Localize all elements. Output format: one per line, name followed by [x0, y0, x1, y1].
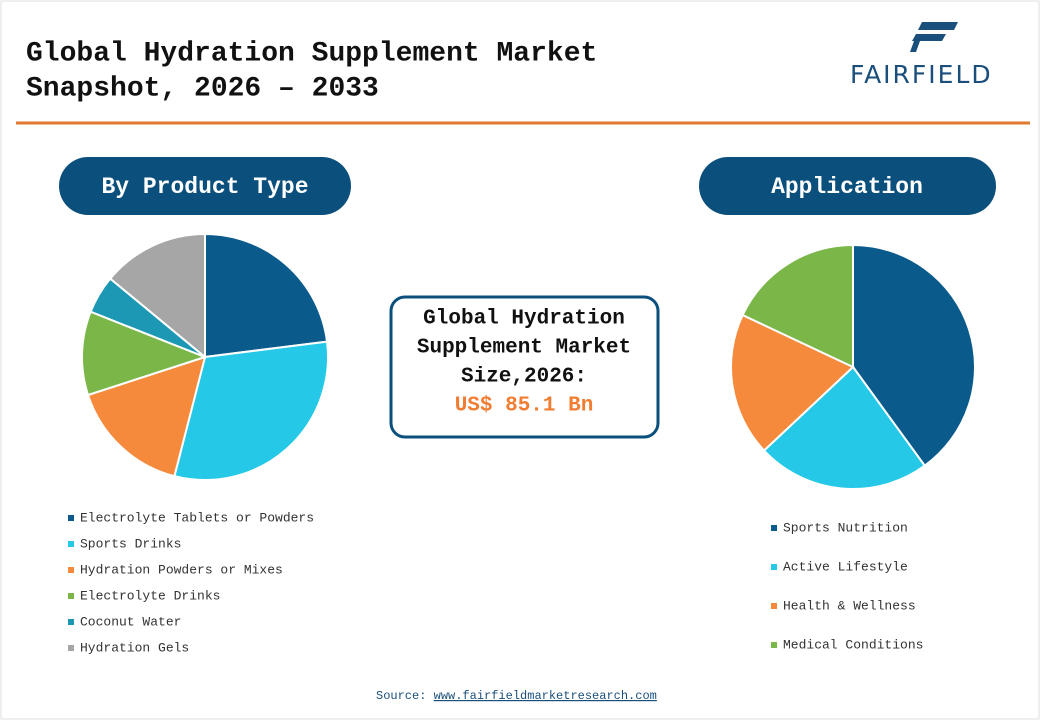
- legend-label: Health & Wellness: [783, 598, 916, 613]
- pie-slice: [730, 313, 855, 452]
- logo-icon: [910, 41, 920, 52]
- pie-slice: [741, 243, 854, 369]
- pill: [699, 157, 996, 215]
- legend-marker: [68, 515, 74, 521]
- legend-label: Electrolyte Drinks: [80, 588, 220, 603]
- legend-label: Hydration Powders or Mixes: [80, 562, 283, 577]
- source-label: Source:: [376, 689, 426, 703]
- summary-value: US$ 85.1 Bn: [455, 395, 594, 418]
- pill-label: Application: [771, 174, 923, 200]
- legend-marker: [771, 525, 777, 531]
- logo-text: FAIRFIELD: [850, 60, 993, 89]
- legend-label: Hydration Gels: [80, 640, 189, 655]
- legend-label: Electrolyte Tablets or Powders: [80, 510, 314, 525]
- legend-label: Sports Drinks: [80, 536, 181, 551]
- legend-marker: [68, 619, 74, 625]
- legend-marker: [771, 564, 777, 570]
- pie-slice: [86, 355, 207, 478]
- summary-line: Supplement Market: [417, 337, 631, 360]
- legend-marker: [68, 645, 74, 651]
- legend-marker: [68, 567, 74, 573]
- pie-slice: [852, 243, 976, 468]
- legend-marker: [771, 642, 777, 648]
- legend-label: Sports Nutrition: [783, 520, 908, 535]
- summary-box: [389, 295, 660, 439]
- legend-label: Coconut Water: [80, 614, 181, 629]
- title-line: Global Hydration Supplement Market: [26, 38, 597, 69]
- pill-label: By Product Type: [101, 174, 308, 200]
- pie-slice: [204, 232, 329, 359]
- logo-icon: [918, 22, 958, 30]
- legend-marker: [771, 603, 777, 609]
- source-link[interactable]: www.fairfieldmarketresearch.com: [434, 689, 657, 703]
- legend-label: Active Lifestyle: [783, 559, 908, 574]
- pie-slice: [762, 365, 927, 490]
- pill: [59, 157, 351, 215]
- logo-icon: [912, 34, 946, 41]
- summary-line: Global Hydration: [423, 308, 625, 331]
- summary-line: Size,2026:: [461, 366, 587, 389]
- pie-slice: [173, 340, 329, 481]
- legend-marker: [68, 541, 74, 547]
- pie-slice: [81, 310, 208, 397]
- title-line: Snapshot, 2026 – 2033: [26, 73, 379, 104]
- logo: FAIRFIELD: [850, 22, 993, 89]
- legend-label: Medical Conditions: [783, 637, 923, 652]
- pie-slice: [108, 232, 206, 360]
- legend-marker: [68, 593, 74, 599]
- source: Source: www.fairfieldmarketresearch.com: [376, 689, 657, 703]
